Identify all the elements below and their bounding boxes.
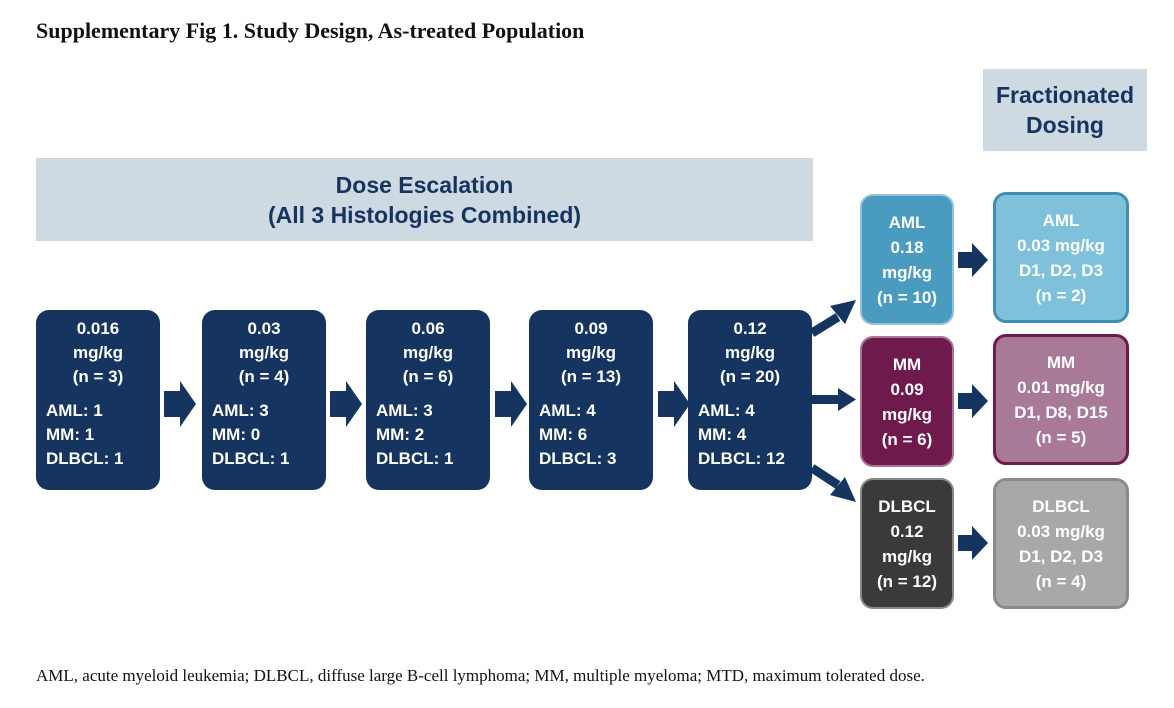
expansion-unit: mg/kg — [881, 546, 933, 566]
escalation-cohort-box: 0.016 mg/kg (n = 3) AML: 1 MM: 1 DLBCL: … — [36, 310, 160, 490]
dose-escalation-banner: Dose Escalation (All 3 Histologies Combi… — [36, 158, 813, 241]
dose-escalation-subheading: (All 3 Histologies Combined) — [267, 201, 582, 228]
cohort-aml-count: AML: 3 — [212, 401, 269, 420]
cohort-dlbcl-count: DLBCL: 1 — [376, 449, 454, 468]
arrow-frac-aml — [958, 243, 988, 277]
fractionated-dose: 0.03 mg/kg — [1017, 235, 1105, 255]
fractionated-days: D1, D2, D3 — [1018, 546, 1104, 566]
arrow-escalation-3 — [495, 381, 527, 427]
expansion-name: AML — [888, 212, 926, 232]
cohort-dose: 0.03 — [247, 319, 281, 338]
fractionated-box-dlbcl: DLBCL 0.03 mg/kg D1, D2, D3 (n = 4) — [993, 478, 1129, 609]
fractionated-name: DLBCL — [1032, 496, 1090, 516]
expansion-unit: mg/kg — [881, 404, 933, 424]
fractionated-n: (n = 2) — [1035, 285, 1087, 305]
cohort-unit: mg/kg — [72, 343, 124, 362]
cohort-dlbcl-count: DLBCL: 12 — [698, 449, 785, 468]
cohort-aml-count: AML: 3 — [376, 401, 433, 420]
cohort-mm-count: MM: 4 — [698, 425, 747, 444]
figure-footnote: AML, acute myeloid leukemia; DLBCL, diff… — [36, 666, 925, 685]
expansion-box-dlbcl: DLBCL 0.12 mg/kg (n = 12) — [860, 478, 954, 609]
fractionated-name: AML — [1042, 210, 1080, 230]
fractionated-heading-line2: Dosing — [1026, 112, 1104, 138]
cohort-aml-count: AML: 4 — [539, 401, 596, 420]
arrow-branch-dlbcl — [809, 464, 841, 489]
expansion-dose: 0.12 — [890, 521, 924, 541]
expansion-box-mm: MM 0.09 mg/kg (n = 6) — [860, 336, 954, 467]
arrow-escalation-4 — [658, 381, 690, 427]
cohort-mm-count: MM: 6 — [539, 425, 588, 444]
cohort-unit: mg/kg — [565, 343, 617, 362]
fractionated-name: MM — [1046, 352, 1076, 372]
fractionated-dose: 0.03 mg/kg — [1017, 521, 1105, 541]
arrow-frac-dlbcl — [958, 526, 988, 560]
cohort-dlbcl-count: DLBCL: 1 — [212, 449, 290, 468]
cohort-n: (n = 6) — [402, 367, 454, 386]
expansion-unit: mg/kg — [881, 262, 933, 282]
fractionated-heading-line1: Fractionated — [995, 82, 1135, 108]
arrow-branch-aml — [809, 313, 841, 337]
arrow-escalation-2 — [330, 381, 362, 427]
escalation-cohort-box: 0.06 mg/kg (n = 6) AML: 3 MM: 2 DLBCL: 1 — [366, 310, 490, 490]
cohort-dose: 0.06 — [411, 319, 445, 338]
cohort-aml-count: AML: 1 — [46, 401, 103, 420]
fractionated-box-mm: MM 0.01 mg/kg D1, D8, D15 (n = 5) — [993, 334, 1129, 465]
cohort-n: (n = 3) — [72, 367, 124, 386]
cohort-mm-count: MM: 1 — [46, 425, 95, 444]
fractionated-n: (n = 4) — [1035, 571, 1087, 591]
fractionated-dose: 0.01 mg/kg — [1017, 377, 1105, 397]
cohort-mm-count: MM: 0 — [212, 425, 261, 444]
cohort-unit: mg/kg — [238, 343, 290, 362]
expansion-dose: 0.09 — [890, 379, 924, 399]
cohort-n: (n = 4) — [238, 367, 290, 386]
fractionated-n: (n = 5) — [1035, 427, 1087, 447]
expansion-n: (n = 12) — [877, 571, 937, 591]
arrow-frac-mm — [958, 384, 988, 418]
cohort-dose: 0.016 — [76, 319, 120, 338]
expansion-name: MM — [892, 354, 922, 374]
fractionated-days: D1, D2, D3 — [1018, 260, 1104, 280]
cohort-dose: 0.12 — [733, 319, 767, 338]
expansion-name: DLBCL — [878, 496, 936, 516]
fractionated-dosing-banner: Fractionated Dosing — [983, 69, 1147, 151]
cohort-mm-count: MM: 2 — [376, 425, 425, 444]
figure-title: Supplementary Fig 1. Study Design, As-tr… — [36, 18, 585, 43]
escalation-cohort-box: 0.09 mg/kg (n = 13) AML: 4 MM: 6 DLBCL: … — [529, 310, 653, 490]
cohort-aml-count: AML: 4 — [698, 401, 755, 420]
cohort-dose: 0.09 — [574, 319, 608, 338]
expansion-n: (n = 10) — [877, 287, 937, 307]
fractionated-days: D1, D8, D15 — [1014, 402, 1108, 422]
cohort-dlbcl-count: DLBCL: 1 — [46, 449, 124, 468]
expansion-n: (n = 6) — [881, 429, 933, 449]
cohort-n: (n = 13) — [561, 367, 621, 386]
cohort-unit: mg/kg — [724, 343, 776, 362]
arrow-escalation-1 — [164, 381, 196, 427]
expansion-box-aml: AML 0.18 mg/kg (n = 10) — [860, 194, 954, 325]
cohort-n: (n = 20) — [720, 367, 780, 386]
cohort-unit: mg/kg — [402, 343, 454, 362]
cohort-dlbcl-count: DLBCL: 3 — [539, 449, 617, 468]
escalation-cohort-box: 0.03 mg/kg (n = 4) AML: 3 MM: 0 DLBCL: 1 — [202, 310, 326, 490]
expansion-dose: 0.18 — [890, 237, 924, 257]
escalation-cohort-box: 0.12 mg/kg (n = 20) AML: 4 MM: 4 DLBCL: … — [688, 310, 812, 490]
dose-escalation-heading: Dose Escalation — [335, 171, 514, 198]
arrow-branch-mm — [812, 395, 840, 404]
fractionated-box-aml: AML 0.03 mg/kg D1, D2, D3 (n = 2) — [993, 192, 1129, 323]
